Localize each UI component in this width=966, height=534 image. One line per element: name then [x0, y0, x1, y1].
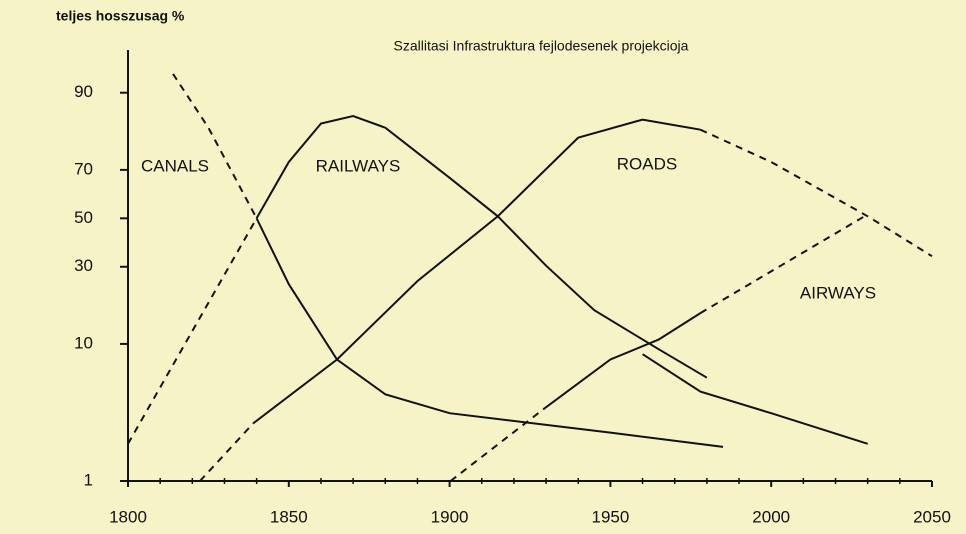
- series-line: [252, 118, 701, 424]
- series-line: [699, 213, 869, 314]
- chart-title: Szallitasi Infrastruktura fejlodesenek p…: [394, 38, 689, 54]
- x-tick-label: 2050: [913, 507, 951, 526]
- series-line: [449, 407, 546, 482]
- x-tick-label: 1950: [591, 507, 629, 526]
- y-tick-label: 50: [74, 208, 93, 227]
- series-line: [172, 73, 258, 219]
- x-tick-label: 1800: [109, 507, 147, 526]
- series-line: [199, 422, 255, 482]
- series-label: ROADS: [617, 154, 677, 173]
- y-tick-label: 1: [84, 470, 93, 489]
- x-tick-label: 1900: [431, 507, 469, 526]
- y-axis-label: teljes hosszusag %: [56, 8, 185, 24]
- series-label: RAILWAYS: [316, 156, 401, 175]
- series-line: [642, 353, 869, 445]
- series-line: [544, 312, 701, 409]
- series-line: [699, 128, 933, 258]
- x-tick-label: 2000: [752, 507, 790, 526]
- series-label: AIRWAYS: [800, 283, 876, 302]
- y-tick-label: 30: [74, 256, 93, 275]
- x-tick-label: 1850: [270, 507, 308, 526]
- series-label: CANALS: [141, 156, 209, 175]
- y-tick-label: 10: [74, 333, 93, 352]
- y-tick-label: 70: [74, 159, 93, 178]
- y-tick-label: 90: [74, 82, 93, 101]
- series-line: [255, 217, 724, 448]
- series-line: [255, 114, 708, 379]
- series-line: [127, 217, 258, 445]
